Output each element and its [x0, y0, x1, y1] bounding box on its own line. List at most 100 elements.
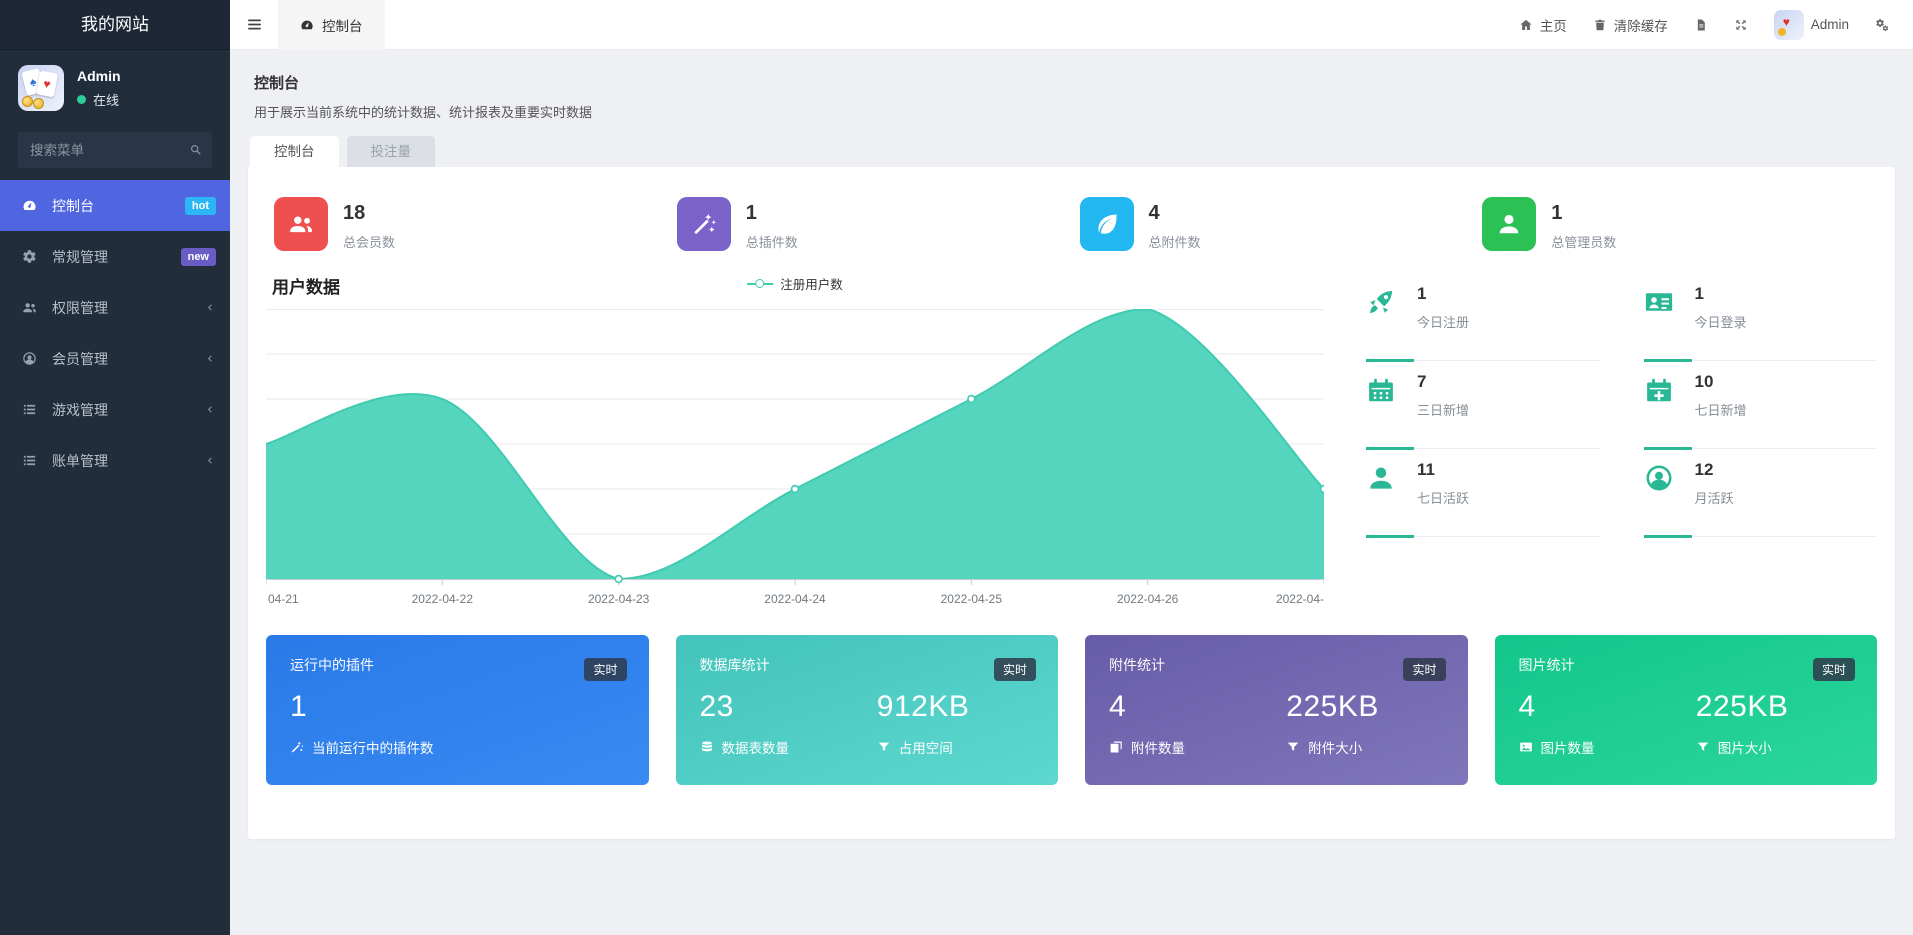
realtime-badge: 实时 — [993, 658, 1036, 681]
sidebar-item-members[interactable]: 会员管理 — [0, 333, 230, 384]
leaf-icon — [1079, 197, 1134, 251]
stat-value: 4 — [1148, 202, 1160, 224]
sidebar-item-label: 控制台 — [52, 197, 94, 214]
topbar: 控制台 主页 清除缓存 Admin — [230, 0, 1913, 50]
stat-total-members: 18 总会员数 — [266, 197, 669, 251]
card-running-plugins: 运行中的插件 实时 1 当前运行中的插件数 — [266, 635, 649, 785]
summary-cards-row: 运行中的插件 实时 1 当前运行中的插件数 数据库统计 实时 23 数据表数量 — [266, 635, 1877, 785]
stat-label: 总会员数 — [343, 235, 396, 250]
online-dot-icon — [77, 94, 86, 104]
user-status: 在线 — [77, 90, 121, 109]
avatar[interactable]: ♠ ♥ — [18, 65, 64, 111]
filter-icon — [877, 740, 891, 754]
sidebar-item-games[interactable]: 游戏管理 — [0, 384, 230, 435]
chart-legend[interactable]: 注册用户数 — [747, 274, 843, 293]
sidebar-item-bills[interactable]: 账单管理 — [0, 435, 230, 486]
mini-stat-7day-new: 10 七日新增 — [1643, 361, 1877, 450]
clear-cache-button[interactable]: 清除缓存 — [1580, 0, 1681, 50]
rocket-icon — [1366, 284, 1402, 360]
chevron-left-icon — [203, 454, 216, 467]
realtime-badge: 实时 — [1812, 658, 1855, 681]
stat-label: 总管理员数 — [1551, 235, 1617, 250]
user-menu[interactable]: Admin — [1761, 0, 1862, 50]
hot-badge: hot — [184, 196, 216, 215]
calendar-plus-icon — [1644, 372, 1680, 448]
tab-bet-volume[interactable]: 投注量 — [346, 136, 435, 167]
page-description: 用于展示当前系统中的统计数据、统计报表及重要实时数据 — [254, 105, 593, 120]
stat-total-admins: 1 总管理员数 — [1474, 197, 1877, 251]
x-axis-labels: 04-21 2022-04-22 2022-04-23 2022-04-24 2022-… — [266, 587, 1324, 611]
users-icon — [274, 197, 328, 251]
x-axis-label: 2022-04-25 — [940, 592, 1003, 606]
card-attachment-stats: 附件统计 实时 4 附件数量 225KB 附件大小 — [1085, 635, 1468, 785]
clone-icon — [1109, 740, 1123, 754]
user-panel: ♠ ♥ Admin 在线 — [0, 50, 230, 124]
x-axis-label: 2022-04-24 — [764, 592, 826, 606]
x-axis-label: 04-21 — [268, 592, 299, 606]
chart-plot-area — [265, 307, 1329, 587]
list-icon — [22, 402, 39, 417]
user-data-chart: 用户数据 注册用户数 04-21 2022-04-22 2022-04-23 2022… — [265, 273, 1329, 611]
stat-label: 总附件数 — [1148, 235, 1201, 250]
x-axis-label: 2022-04-22 — [411, 592, 474, 606]
search-icon — [189, 143, 202, 156]
card-database-stats: 数据库统计 实时 23 数据表数量 912KB 占用空间 — [675, 635, 1058, 785]
list-icon — [22, 453, 39, 468]
page-title: 控制台 — [254, 75, 300, 92]
stat-value: 1 — [1551, 202, 1563, 224]
chevron-left-icon — [203, 301, 216, 314]
avatar — [1773, 9, 1804, 40]
mini-stat-today-registered: 1 今日注册 — [1366, 273, 1600, 362]
site-title: 我的网站 — [0, 0, 230, 50]
sidebar-item-auth[interactable]: 权限管理 — [0, 282, 230, 333]
sidebar-item-label: 账单管理 — [52, 452, 108, 469]
legend-line-marker-icon — [747, 278, 774, 289]
chart-title: 用户数据 — [272, 278, 340, 297]
card-image-stats: 图片统计 实时 4 图片数量 225KB 图片大小 — [1494, 635, 1877, 785]
trash-icon — [1593, 18, 1607, 32]
filter-icon — [1286, 740, 1300, 754]
users-icon — [22, 300, 39, 315]
search-input[interactable] — [18, 132, 212, 168]
stat-value: 1 — [745, 202, 757, 224]
user-icon — [1366, 460, 1402, 536]
area-chart-svg — [265, 307, 1329, 585]
mini-stat-month-active: 12 月活跃 — [1643, 449, 1877, 538]
user-name: Admin — [77, 67, 121, 84]
sidebar-item-label: 权限管理 — [52, 299, 108, 316]
language-button[interactable] — [1681, 0, 1721, 50]
user-circle-icon — [1644, 460, 1680, 536]
x-axis-label: 2022-04-26 — [1116, 592, 1179, 606]
magic-wand-icon — [290, 740, 304, 754]
magic-wand-icon — [676, 197, 731, 251]
hamburger-menu-icon[interactable] — [230, 0, 278, 50]
sidebar-item-label: 游戏管理 — [52, 401, 108, 418]
main-content: 控制台 用于展示当前系统中的统计数据、统计报表及重要实时数据 控制台 投注量 1… — [230, 50, 1913, 935]
stat-total-attachments: 4 总附件数 — [1072, 197, 1475, 251]
database-icon — [700, 740, 714, 754]
mini-stats-grid: 1 今日注册 1 今日登录 7 三日新增 10 七日新增 — [1366, 273, 1877, 538]
stats-row: 18 总会员数 1 总插件数 4 总附件数 — [266, 181, 1877, 257]
language-icon — [1694, 18, 1708, 32]
chevron-left-icon — [203, 403, 216, 416]
playing-card-heart: ♥ — [36, 70, 58, 98]
stat-label: 总插件数 — [745, 235, 798, 250]
x-axis-label: 2022-04- — [1275, 592, 1324, 606]
sidebar-item-general[interactable]: 常规管理 new — [0, 231, 230, 282]
fullscreen-button[interactable] — [1721, 0, 1761, 50]
sidebar-item-dashboard[interactable]: 控制台 hot — [0, 180, 230, 231]
new-badge: new — [180, 247, 216, 266]
topbar-tab-dashboard[interactable]: 控制台 — [278, 0, 385, 50]
home-link[interactable]: 主页 — [1506, 0, 1580, 50]
sidebar-item-label: 会员管理 — [52, 350, 108, 367]
x-axis-label: 2022-04-23 — [587, 592, 650, 606]
mini-stat-3day-new: 7 三日新增 — [1366, 361, 1600, 450]
realtime-badge: 实时 — [1403, 658, 1446, 681]
legend-label: 注册用户数 — [780, 278, 843, 292]
mini-stat-today-logins: 1 今日登录 — [1643, 273, 1877, 362]
user-circle-icon — [22, 351, 39, 366]
settings-button[interactable] — [1862, 0, 1905, 50]
tab-dashboard[interactable]: 控制台 — [250, 136, 339, 167]
mini-stat-7day-active: 11 七日活跃 — [1366, 449, 1600, 538]
stat-value: 18 — [343, 202, 366, 224]
